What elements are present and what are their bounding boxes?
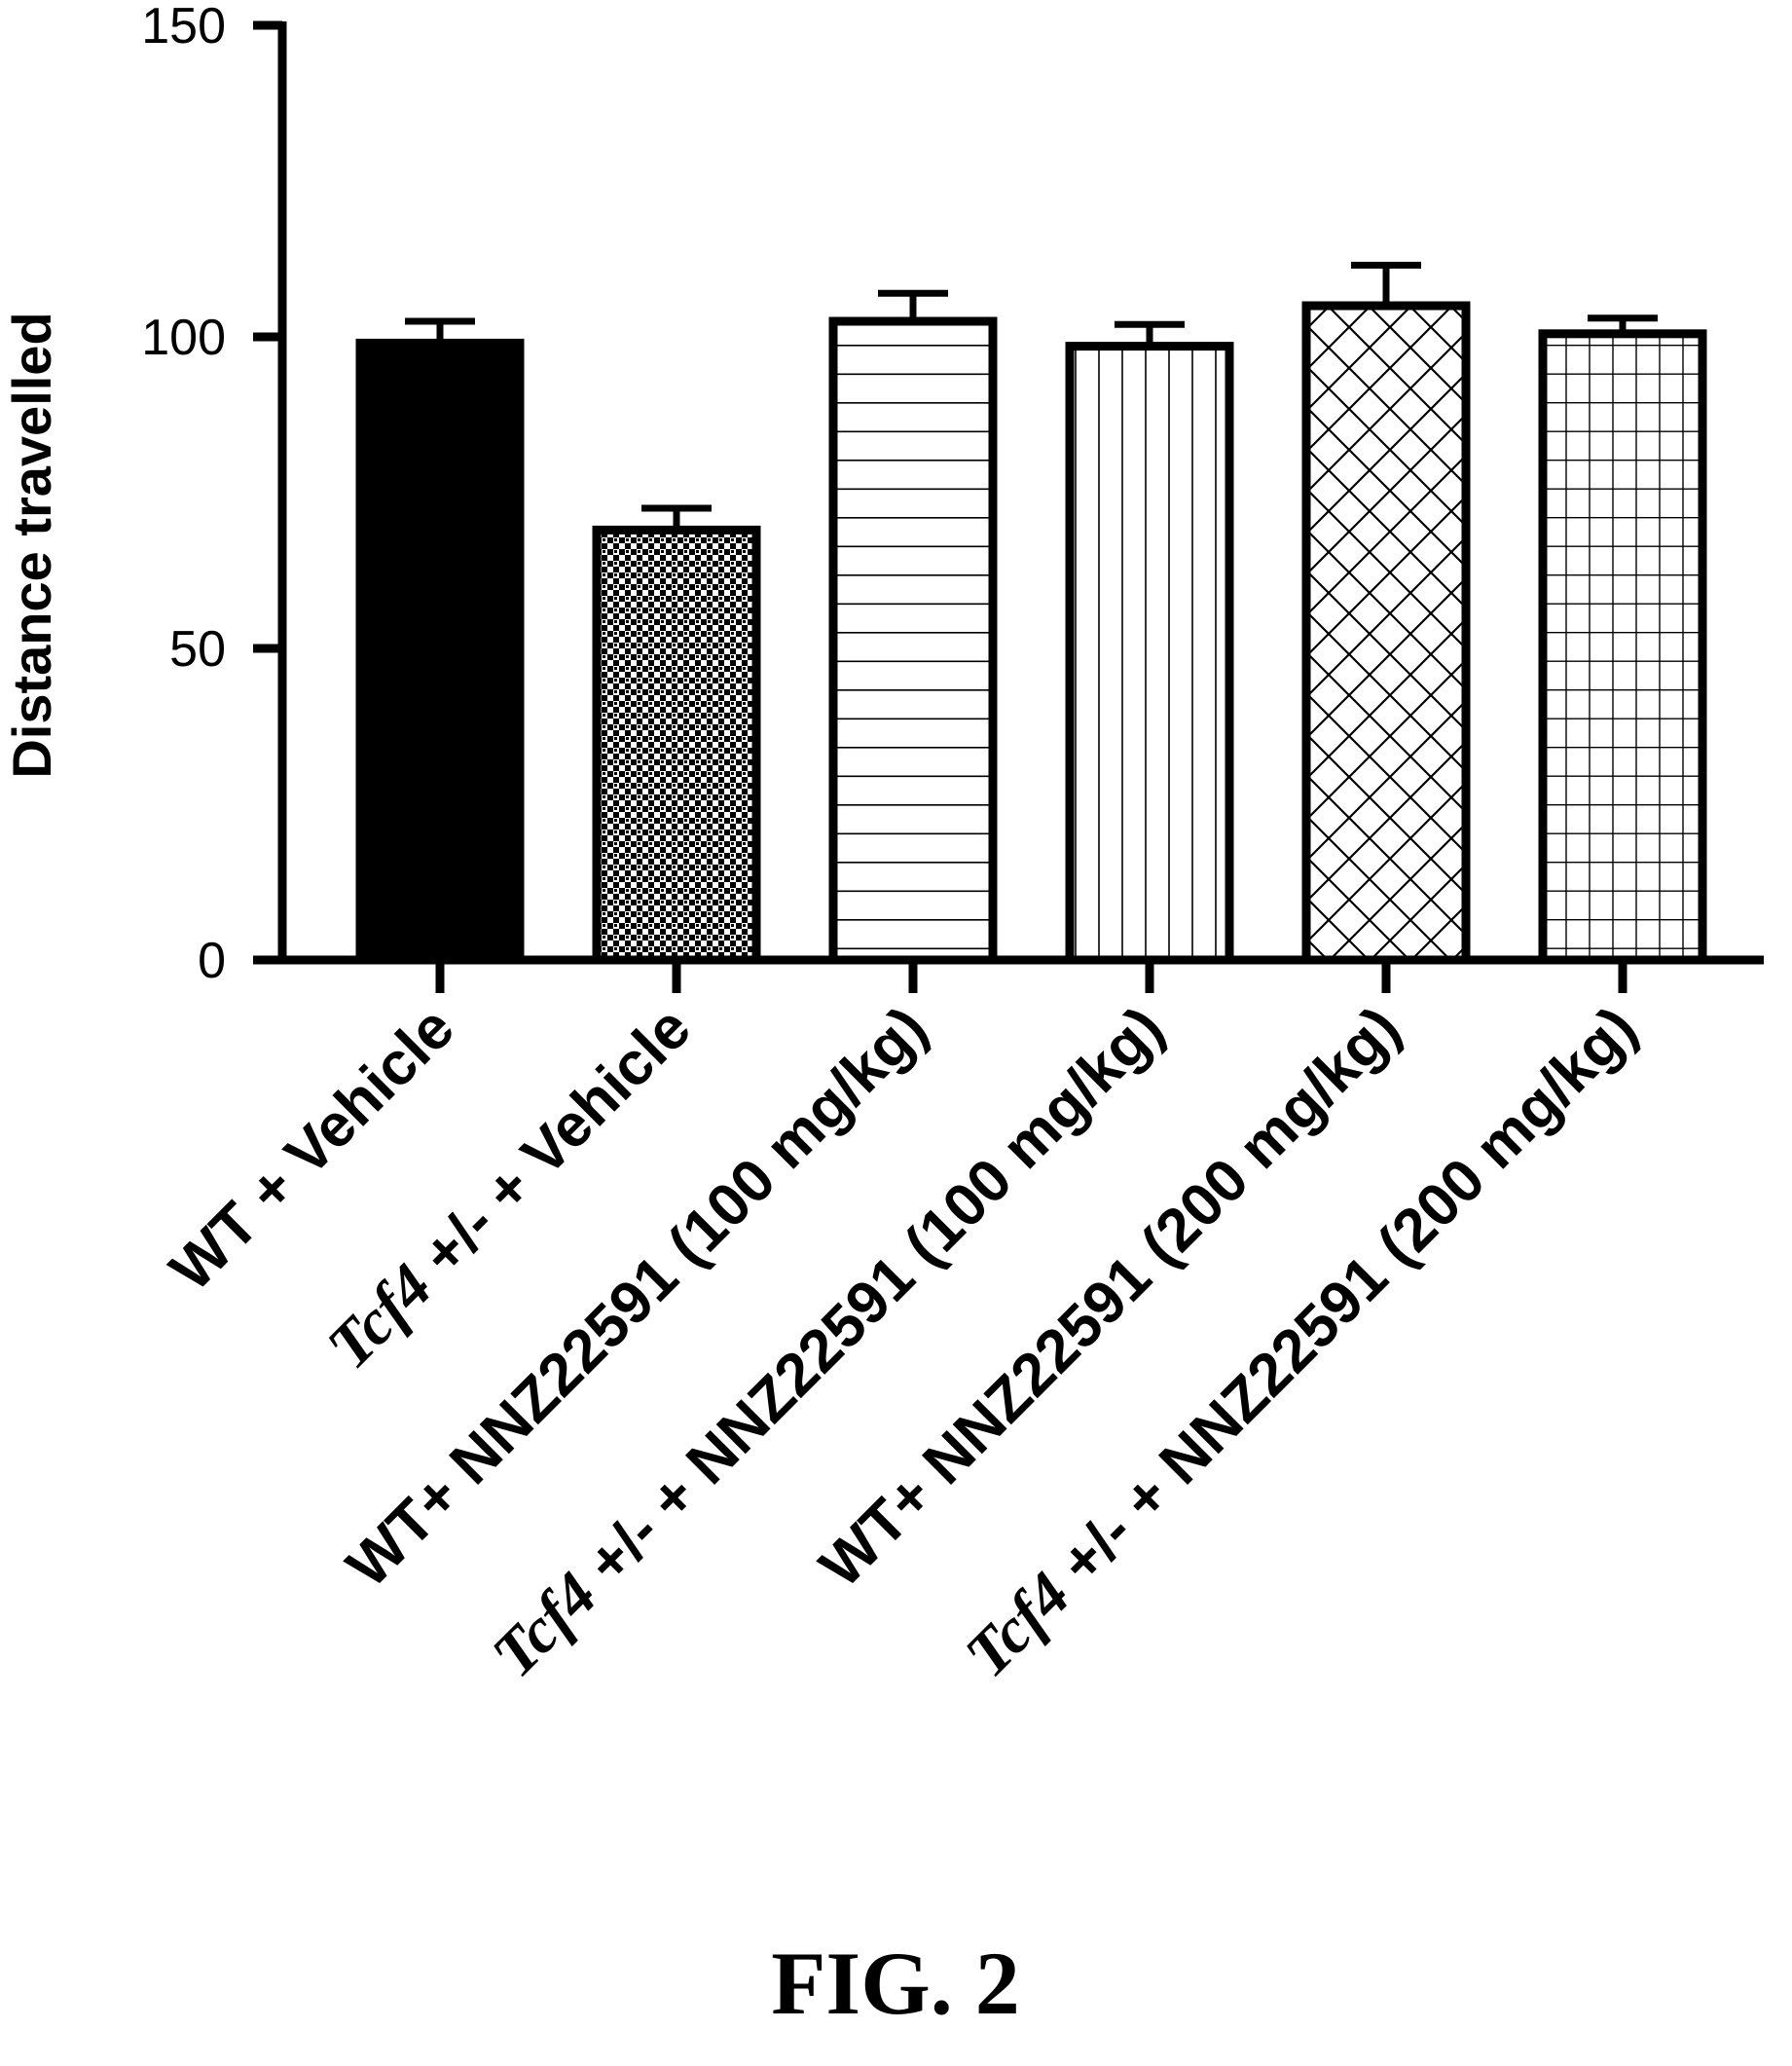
- y-tick-label: 150: [141, 0, 226, 55]
- bar: [1538, 329, 1707, 965]
- y-tick-label: 100: [141, 310, 226, 366]
- y-tick-label: 0: [198, 933, 226, 989]
- bar: [1301, 301, 1471, 965]
- bar: [1065, 342, 1234, 965]
- y-ticks-group: 0 50 100 150: [141, 0, 282, 989]
- figure-caption: FIG. 2: [771, 1934, 1020, 2033]
- error-bars-group: [405, 261, 1658, 531]
- bars-group: [355, 301, 1707, 965]
- bar: [828, 316, 998, 965]
- x-ticks-group: [435, 960, 1627, 993]
- bar: [592, 525, 761, 965]
- y-axis-label: Distance travelled: [1, 312, 62, 778]
- bar: [355, 338, 525, 965]
- y-tick-label: 50: [169, 621, 226, 678]
